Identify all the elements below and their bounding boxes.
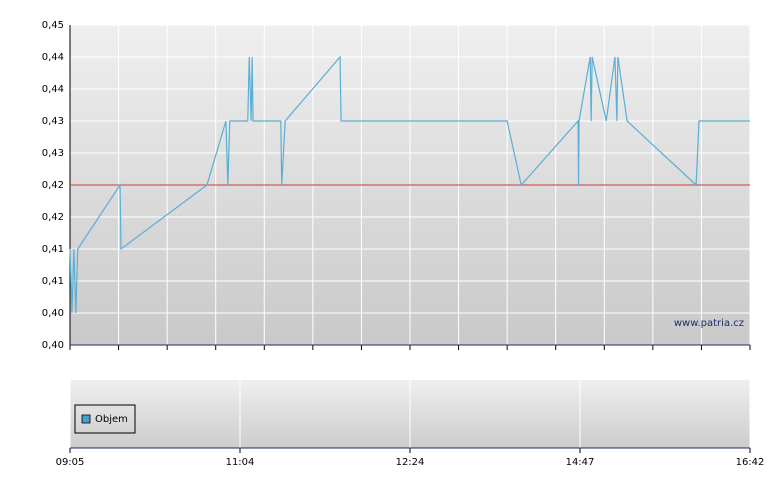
y-tick-label: 0,42 — [42, 212, 64, 223]
legend-box — [74, 404, 136, 434]
y-tick-label: 0,44 — [42, 84, 64, 95]
y-tick-label: 0,40 — [42, 340, 64, 351]
x-tick-label: 14:47 — [566, 457, 595, 468]
y-tick-label: 0,45 — [42, 20, 64, 31]
x-tick-label: 09:05 — [56, 457, 85, 468]
x-tick-label: 16:42 — [736, 457, 765, 468]
y-tick-label: 0,40 — [42, 308, 64, 319]
y-tick-label: 0,41 — [42, 244, 64, 255]
x-tick-label: 11:04 — [226, 457, 255, 468]
y-tick-label: 0,43 — [42, 148, 64, 159]
price-line — [69, 55, 750, 314]
watermark: www.patria.cz — [674, 318, 744, 329]
y-tick-label: 0,42 — [42, 180, 64, 191]
y-tick-label: 0,41 — [42, 276, 64, 287]
legend-swatch — [81, 414, 91, 424]
x-tick-label: 12:24 — [396, 457, 425, 468]
legend-label: Objem — [95, 414, 128, 425]
y-tick-label: 0,43 — [42, 116, 64, 127]
y-tick-label: 0,44 — [42, 52, 64, 63]
